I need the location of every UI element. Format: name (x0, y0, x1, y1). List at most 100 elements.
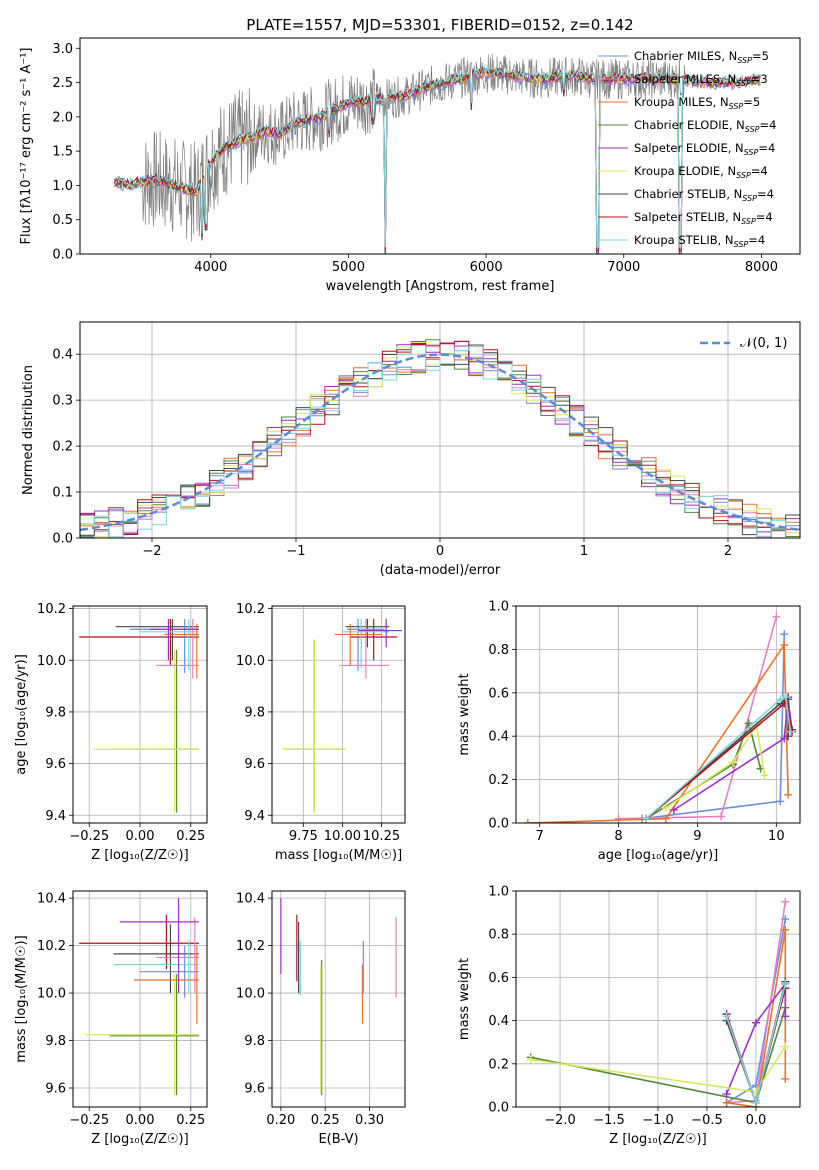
weight-marker-kroupa-elodie (728, 758, 737, 767)
axes-frame (515, 605, 801, 824)
weight-marker-salpeter-miles (781, 897, 790, 906)
y-tick-label: 9.6 (244, 757, 265, 772)
y-tick-label: 10.2 (37, 602, 66, 617)
x-tick-label: 0.25 (311, 1113, 340, 1128)
y-tick-label: 0.5 (52, 213, 73, 228)
legend-label: Salpeter MILES, NSSP=3 (634, 72, 768, 88)
x-tick-label: −1.0 (642, 1113, 674, 1128)
legend-label: Salpeter ELODIE, NSSP=4 (634, 141, 775, 157)
plot-area (80, 322, 800, 538)
weight-marker-kroupa-stelib (642, 814, 651, 823)
x-tick-label: 0.0 (746, 1113, 767, 1128)
x-tick-label: 2 (724, 544, 732, 559)
weight-line-salpeter-elodie (673, 699, 793, 811)
x-tick-label: −0.5 (691, 1113, 723, 1128)
y-tick-label: 0.2 (52, 440, 73, 455)
axes-frame (79, 37, 801, 255)
hist-salpeter-stelib (80, 340, 800, 538)
y-tick-label: 0.0 (52, 532, 73, 547)
y-tick-label: 10.4 (236, 892, 265, 907)
x-tick-label: 10.25 (363, 829, 400, 844)
y-tick-label: 10.0 (236, 987, 265, 1002)
x-tick-label: −0.25 (69, 1113, 109, 1128)
weight-marker-salpeter-elodie (722, 1090, 731, 1099)
y-tick-label: 10.2 (236, 939, 265, 954)
y-tick-label: 0.3 (52, 394, 73, 409)
x-tick-label: 0 (436, 544, 444, 559)
panel-age-vs-Z: −0.25 0.00 0.25 9.4 9.6 9.8 10.0 10.2 Z [log₁₀(Z… (14, 602, 208, 863)
plot-area (516, 891, 800, 1107)
weight-marker-salpeter-elodie (751, 1018, 760, 1027)
hist-salpeter-miles (80, 342, 800, 538)
y-tick-label: 0.6 (488, 686, 509, 701)
x-tick-label: 8 (614, 829, 622, 844)
weight-marker-kroupa-stelib (781, 979, 790, 988)
y-tick-label: 0.4 (488, 1014, 509, 1029)
y-tick-label: 2.5 (52, 76, 73, 91)
gaussian-curve (80, 353, 800, 532)
axes-frame (79, 321, 801, 539)
weight-marker-salpeter-miles (772, 612, 781, 621)
x-tick-label: 10.00 (324, 829, 361, 844)
y-tick-label: 9.6 (244, 1082, 265, 1097)
panel-spectrum: 4000 5000 6000 7000 8000 0.0 0.5 1.0 1.5 2.0 2.5 3.… (19, 37, 801, 294)
weight-marker-kroupa-stelib (781, 693, 790, 702)
y-tick-label: 9.8 (45, 1034, 66, 1049)
y-tick-label: 0.0 (488, 817, 509, 832)
axes-frame (72, 605, 208, 824)
weight-line-kroupa-elodie (665, 723, 766, 809)
y-tick-label: 0.1 (52, 486, 73, 501)
axes-frame (271, 890, 406, 1108)
y-tick-label: 3.0 (52, 42, 73, 57)
axes-frame (271, 605, 406, 824)
y-tick-label: 0.6 (488, 971, 509, 986)
y-axis-label: mass weight (457, 673, 472, 755)
legend-label: Kroupa ELODIE, NSSP=4 (634, 164, 768, 180)
y-tick-label: 9.4 (244, 809, 265, 824)
x-tick-label: 9.75 (289, 829, 318, 844)
y-tick-label: 0.8 (488, 643, 509, 658)
x-axis-label: wavelength [Angstrom, rest frame] (326, 279, 555, 294)
legend: 𝒩(0, 1) (700, 336, 787, 351)
y-axis-label: mass [log₁₀(M/M☉)] (14, 935, 29, 1062)
y-tick-label: 0.2 (488, 1057, 509, 1072)
weight-marker-chabrier-miles (776, 797, 785, 806)
y-tick-label: 0.2 (488, 773, 509, 788)
weight-marker-kroupa-elodie (781, 1042, 790, 1051)
plot-area (272, 891, 405, 1107)
panel-weight-vs-age: 7 8 9 10 0.0 0.2 0.4 0.6 0.8 1.0 age [log₁₀(age/yr… (457, 600, 801, 863)
y-tick-label: 2.0 (52, 110, 73, 125)
x-tick-label: −2 (142, 544, 161, 559)
weight-marker-salpeter-miles (614, 814, 623, 823)
x-tick-label: 5000 (332, 260, 365, 275)
weight-marker-kroupa-miles (781, 1074, 790, 1083)
legend-label: Salpeter STELIB, NSSP=4 (634, 210, 773, 226)
weight-line-chabrier-miles (642, 634, 785, 820)
x-tick-label: 4000 (194, 260, 227, 275)
plot-area (516, 606, 800, 823)
weight-marker-kroupa-elodie (661, 803, 670, 812)
x-axis-label: age [log₁₀(age/yr)] (598, 848, 719, 863)
plot-area (113, 53, 761, 254)
x-axis-label: Z [log₁₀(Z/Z☉)] (91, 848, 188, 863)
x-tick-label: 8000 (745, 260, 778, 275)
weight-marker-kroupa-miles (722, 1098, 731, 1107)
weight-line-salpeter-stelib (645, 696, 793, 820)
panel-weight-vs-Z: −2.0 −1.5 −1.0 −0.5 0.0 0.0 0.2 0.4 0.6 0.8 1.0 Z [… (457, 885, 801, 1147)
panels: 4000 5000 6000 7000 8000 0.0 0.5 1.0 1.5 2.0 2.5 3.… (14, 37, 801, 1147)
y-tick-label: 0.4 (52, 348, 73, 363)
weight-marker-kroupa-miles (661, 814, 670, 823)
weight-marker-kroupa-miles (781, 925, 790, 934)
y-tick-label: 10.2 (37, 939, 66, 954)
weight-marker-kroupa-elodie (760, 771, 769, 780)
plot-area (272, 606, 405, 823)
x-tick-label: −1.5 (593, 1113, 625, 1128)
panel-mass-vs-Z: −0.25 0.00 0.25 9.6 9.8 10.0 10.2 10.4 Z [log₁₀(… (14, 890, 208, 1147)
y-axis-label: age [log₁₀(age/yr)] (14, 654, 29, 775)
x-tick-label: 0.00 (126, 829, 155, 844)
weight-marker-kroupa-elodie (526, 1055, 535, 1064)
weight-marker-kroupa-stelib (722, 1012, 731, 1021)
y-tick-label: 0.0 (52, 248, 73, 263)
y-tick-label: 9.8 (45, 705, 66, 720)
x-tick-label: 1 (580, 544, 588, 559)
